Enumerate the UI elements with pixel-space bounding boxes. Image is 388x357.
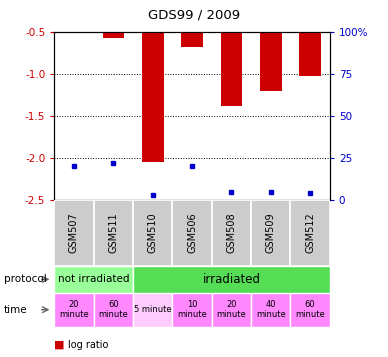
- Text: 60
minute: 60 minute: [99, 300, 128, 320]
- Text: GDS99 / 2009: GDS99 / 2009: [148, 9, 240, 22]
- Bar: [142, 32, 163, 162]
- FancyBboxPatch shape: [54, 266, 133, 293]
- FancyBboxPatch shape: [54, 200, 94, 266]
- Bar: [181, 32, 203, 47]
- Text: time: time: [4, 305, 28, 315]
- Text: GSM509: GSM509: [266, 213, 276, 253]
- Text: 60
minute: 60 minute: [295, 300, 325, 320]
- Text: 5 minute: 5 minute: [134, 305, 171, 314]
- Text: log ratio: log ratio: [68, 340, 108, 350]
- FancyBboxPatch shape: [133, 293, 172, 327]
- FancyBboxPatch shape: [133, 200, 172, 266]
- Text: GSM506: GSM506: [187, 213, 197, 253]
- FancyBboxPatch shape: [212, 200, 251, 266]
- Text: 40
minute: 40 minute: [256, 300, 286, 320]
- Bar: [260, 32, 282, 91]
- FancyBboxPatch shape: [133, 266, 330, 293]
- FancyBboxPatch shape: [251, 293, 291, 327]
- Text: GSM507: GSM507: [69, 212, 79, 253]
- FancyBboxPatch shape: [251, 200, 291, 266]
- Text: GSM510: GSM510: [148, 213, 158, 253]
- Text: GSM512: GSM512: [305, 212, 315, 253]
- Text: GSM508: GSM508: [227, 213, 236, 253]
- Text: irradiated: irradiated: [203, 273, 260, 286]
- Bar: [221, 32, 242, 106]
- FancyBboxPatch shape: [172, 293, 212, 327]
- Text: 20
minute: 20 minute: [217, 300, 246, 320]
- FancyBboxPatch shape: [54, 293, 94, 327]
- Text: ■: ■: [54, 340, 65, 350]
- FancyBboxPatch shape: [291, 200, 330, 266]
- FancyBboxPatch shape: [94, 200, 133, 266]
- Text: 10
minute: 10 minute: [177, 300, 207, 320]
- FancyBboxPatch shape: [212, 293, 251, 327]
- Text: GSM511: GSM511: [108, 213, 118, 253]
- Text: protocol: protocol: [4, 274, 47, 285]
- FancyBboxPatch shape: [172, 200, 212, 266]
- FancyBboxPatch shape: [94, 293, 133, 327]
- Bar: [299, 32, 321, 76]
- Text: not irradiated: not irradiated: [58, 274, 130, 285]
- Bar: [102, 32, 124, 38]
- FancyBboxPatch shape: [291, 293, 330, 327]
- Text: 20
minute: 20 minute: [59, 300, 89, 320]
